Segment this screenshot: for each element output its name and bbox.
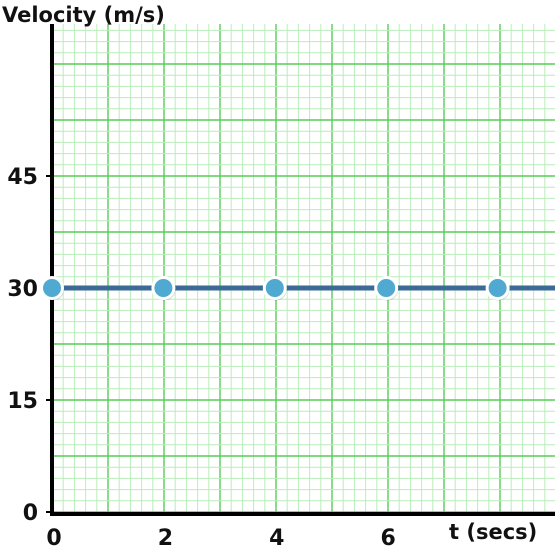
y-axis-label: Velocity (m/s) <box>2 3 165 27</box>
data-point <box>40 276 64 300</box>
data-point <box>374 276 399 300</box>
data-point <box>485 276 510 300</box>
x-tick-label: 2 <box>158 526 173 551</box>
data-point <box>262 276 287 300</box>
y-tick-label: 30 <box>7 277 38 302</box>
y-tick-label: 0 <box>23 501 38 526</box>
y-tick-label: 45 <box>7 165 38 190</box>
x-tick-label: 4 <box>269 526 284 551</box>
x-tick-label: 6 <box>381 526 396 551</box>
data-point <box>151 276 176 300</box>
y-tick-label: 15 <box>7 389 38 414</box>
x-axis-label: t (secs) <box>449 520 537 544</box>
x-tick-label: 0 <box>46 526 61 551</box>
grid <box>51 24 555 513</box>
